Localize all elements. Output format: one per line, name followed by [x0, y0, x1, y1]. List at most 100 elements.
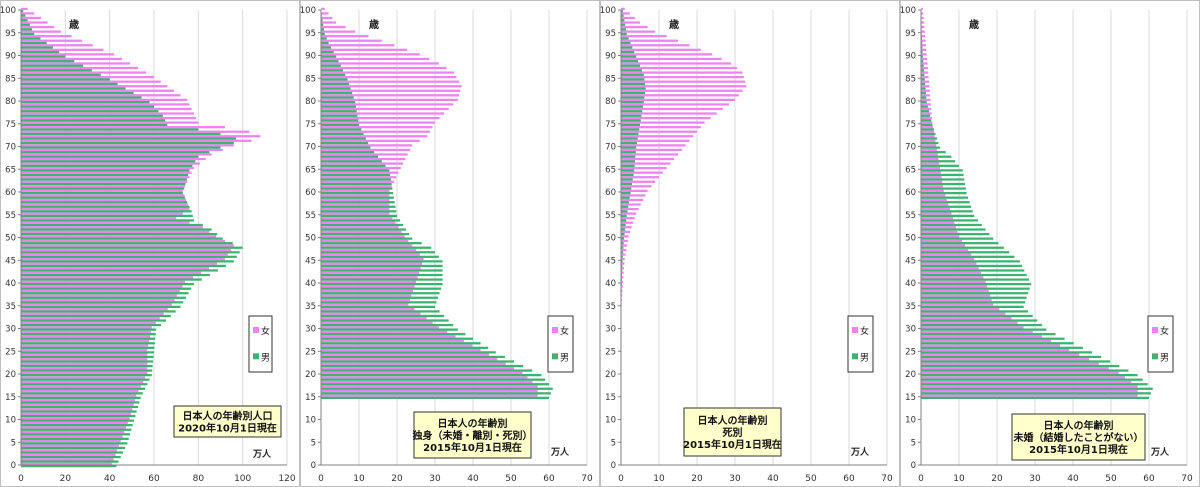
bar-female — [921, 180, 943, 183]
bar-male — [21, 451, 123, 454]
bar-female — [621, 267, 625, 270]
y-tick-label: 15 — [905, 393, 916, 403]
bar-male — [921, 232, 990, 236]
bar-female — [921, 162, 940, 165]
bar-female — [21, 248, 231, 252]
bar-male — [921, 228, 986, 231]
y-tick-label: 80 — [905, 97, 916, 107]
bar-female — [921, 35, 926, 38]
x-tick-label: 70 — [881, 474, 893, 484]
bar-female — [921, 394, 1138, 397]
y-tick-label: 15 — [305, 393, 316, 403]
bar-male — [921, 91, 926, 95]
bar-female — [621, 276, 624, 279]
x-tick-label: 100 — [234, 474, 251, 484]
bar-female — [921, 276, 984, 279]
bar-male — [621, 46, 633, 49]
bar-female — [21, 262, 217, 265]
bar-male — [321, 110, 357, 113]
bar-male — [321, 187, 393, 190]
bar-male — [321, 28, 325, 31]
bar-female — [921, 103, 931, 106]
bar-male — [621, 196, 630, 199]
bar-male — [321, 151, 375, 154]
bar-female — [21, 139, 252, 142]
bar-male — [621, 255, 623, 258]
bar-male — [321, 41, 329, 45]
y-tick-label: 25 — [305, 347, 316, 357]
x-tick-label: 0 — [18, 474, 24, 484]
y-tick-label: 75 — [5, 120, 16, 130]
bar-male — [921, 337, 1065, 340]
bar-female — [321, 262, 423, 265]
bar-female — [321, 80, 460, 83]
bar-male — [621, 10, 623, 13]
bar-male — [21, 419, 135, 422]
y-tick-label: 30 — [305, 325, 316, 335]
bar-female — [21, 253, 228, 256]
x-tick-label: 40 — [467, 474, 479, 484]
bar-female — [921, 321, 1018, 324]
bar-male — [21, 383, 148, 386]
x-tick-label: 30 — [1029, 474, 1041, 484]
bar-male — [21, 196, 186, 199]
y-tick-label: 90 — [905, 52, 916, 62]
bar-female — [621, 185, 652, 188]
y-tick-label: 65 — [605, 165, 616, 175]
bar-female — [621, 130, 697, 133]
bar-female — [921, 376, 1125, 379]
bar-male — [21, 269, 218, 272]
bar-female — [921, 85, 930, 88]
bar-female — [21, 376, 146, 379]
bar-male — [621, 55, 637, 58]
bar-female — [621, 203, 641, 206]
bar-male — [621, 96, 645, 99]
legend-swatch-female — [253, 327, 259, 333]
bar-female — [21, 326, 152, 329]
bar-female — [321, 353, 489, 356]
bar-female — [921, 217, 953, 220]
bar-male — [321, 246, 432, 249]
x-tick-label: 0 — [618, 474, 624, 484]
bar-female — [21, 107, 192, 111]
bar-male — [921, 223, 982, 227]
bar-male — [21, 414, 136, 418]
bar-male — [621, 110, 643, 113]
bar-male — [321, 60, 339, 63]
bar-male — [321, 242, 422, 245]
bar-male — [21, 378, 150, 381]
bar-male — [621, 14, 624, 17]
y-tick-label: 0 — [611, 461, 616, 471]
bar-male — [921, 132, 936, 136]
bar-female — [621, 39, 678, 42]
bar-male — [321, 287, 442, 290]
bar-male — [321, 201, 395, 204]
bar-male — [21, 82, 118, 86]
bar-female — [21, 21, 48, 24]
y-tick-label: 20 — [605, 370, 616, 380]
bar-female — [21, 458, 114, 461]
bar-male — [921, 383, 1148, 386]
y-tick-label: 85 — [5, 74, 16, 84]
bar-male — [921, 378, 1143, 381]
y-tick-label: 35 — [305, 302, 316, 312]
bar-female — [21, 271, 201, 274]
bar-male — [321, 301, 437, 304]
bar-female — [921, 21, 925, 24]
bar-female — [921, 116, 933, 120]
bar-male — [21, 123, 168, 126]
bar-female — [321, 66, 447, 70]
bar-male — [321, 137, 366, 140]
bar-male — [321, 237, 413, 240]
bar-female — [21, 135, 261, 138]
bar-female — [321, 16, 333, 20]
bar-female — [21, 144, 234, 147]
bar-female — [21, 453, 116, 456]
bar-male — [921, 82, 926, 86]
bar-female — [21, 221, 190, 224]
y-tick-label: 20 — [905, 370, 916, 380]
bar-male — [621, 128, 640, 131]
bar-female — [21, 462, 112, 465]
bar-male — [621, 210, 628, 213]
bar-female — [321, 30, 356, 33]
